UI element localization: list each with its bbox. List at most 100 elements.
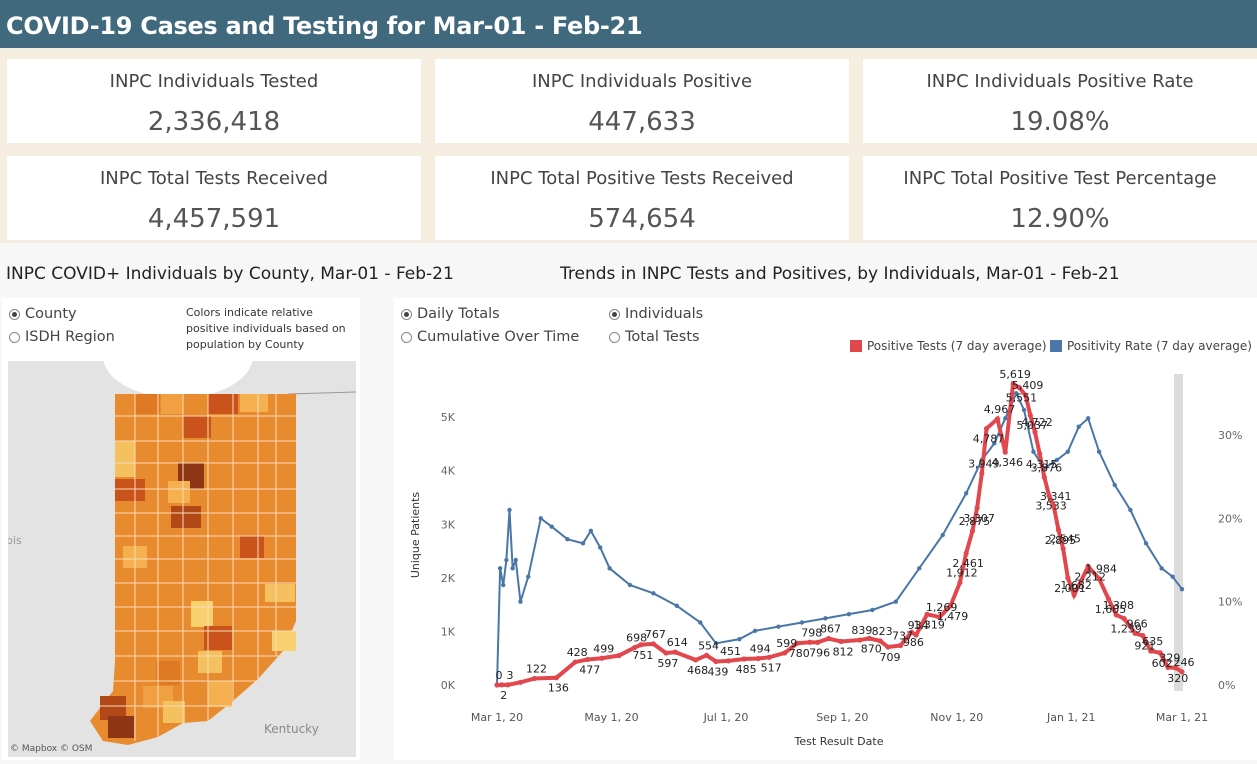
radio-unselected-icon (9, 331, 20, 343)
radio-selected-icon (609, 308, 620, 320)
kpi-label: INPC Total Positive Test Percentage (903, 168, 1217, 189)
legend-positive-tests[interactable]: Positive Tests (7 day average) (850, 339, 1047, 353)
trend-line-chart[interactable]: 0K 1K 2K 3K 4K 5K 0% 10% 20% 30% Mar 1, 20 May 1, 2… (400, 360, 1257, 760)
positive-tests-point (908, 629, 915, 635)
county[interactable] (108, 716, 134, 738)
county[interactable] (163, 701, 185, 723)
x-tick-label: Jan 1, 21 (1046, 711, 1095, 724)
data-label: 3,341 (1040, 490, 1072, 503)
positivity-rate-point (1031, 449, 1036, 454)
county[interactable] (171, 506, 201, 528)
data-label: 2,212 (1074, 571, 1106, 584)
radio-label: Cumulative Over Time (417, 329, 580, 345)
county[interactable] (161, 394, 183, 414)
positive-tests-point (897, 642, 904, 649)
kpi-individuals-tested: INPC Individuals Tested 2,336,418 (7, 59, 421, 143)
positivity-rate-point (1179, 586, 1185, 592)
data-label: 1,912 (946, 567, 978, 580)
radio-label: County (25, 306, 77, 322)
county[interactable] (183, 416, 211, 438)
positive-tests-point (794, 640, 800, 646)
county[interactable] (198, 651, 222, 673)
positivity-rate-point (893, 599, 899, 604)
positivity-rate-point (1054, 457, 1060, 463)
county[interactable] (191, 601, 213, 627)
data-label: 4,315 (1026, 458, 1058, 471)
positive-tests-point (703, 652, 710, 658)
positive-tests-point (983, 425, 990, 432)
radio-county[interactable]: County (9, 306, 77, 322)
county[interactable] (115, 479, 145, 501)
data-label: 499 (593, 642, 614, 655)
data-label: 823 (872, 625, 893, 638)
county[interactable] (265, 584, 295, 602)
positive-tests-point (1121, 616, 1127, 622)
positive-tests-point (936, 614, 943, 620)
data-label: 986 (903, 636, 924, 649)
data-label: 5,037 (1017, 419, 1049, 432)
radio-individuals[interactable]: Individuals (609, 306, 703, 322)
positivity-rate-point (737, 636, 742, 642)
positive-tests-point (866, 635, 872, 641)
x-tick-label: May 1, 20 (584, 711, 638, 724)
positivity-rate-point (518, 599, 523, 604)
positive-tests-point (672, 649, 678, 655)
kpi-total-positive-tests: INPC Total Positive Tests Received 574,6… (435, 156, 849, 240)
positivity-rate-point (674, 603, 680, 609)
positive-tests-point (825, 635, 832, 642)
legend-swatch (850, 340, 862, 352)
positivity-rate-point (549, 524, 554, 529)
county[interactable] (115, 441, 135, 477)
data-label: 751 (632, 649, 653, 662)
data-label: 3,307 (963, 512, 995, 525)
county[interactable] (135, 394, 160, 414)
y-right-tick-label: 30% (1218, 429, 1242, 442)
kpi-value: 19.08% (1010, 107, 1110, 137)
positive-tests-point (599, 655, 605, 661)
county[interactable] (168, 481, 190, 503)
county[interactable] (240, 394, 268, 412)
positivity-rate-point (1014, 391, 1019, 396)
radio-daily-totals[interactable]: Daily Totals (401, 306, 500, 322)
legend-label: Positive Tests (7 day average) (867, 339, 1047, 353)
kpi-value: 2,336,418 (147, 107, 281, 137)
county[interactable] (208, 394, 238, 414)
legend-label: Positivity Rate (7 day average) (1067, 339, 1252, 353)
kpi-value: 447,633 (588, 107, 696, 137)
positive-tests-point (838, 638, 844, 645)
data-label: 709 (879, 651, 900, 664)
radio-cumulative[interactable]: Cumulative Over Time (401, 329, 579, 345)
radio-selected-icon (401, 308, 412, 320)
map-attribution: © Mapbox © OSM (10, 744, 92, 754)
county[interactable] (208, 681, 232, 707)
radio-isdh-region[interactable]: ISDH Region (9, 329, 115, 345)
positivity-rate-point (565, 536, 570, 542)
positive-tests-point (693, 657, 699, 663)
radio-selected-icon (9, 308, 20, 320)
positivity-rate-point (588, 528, 594, 534)
legend-positivity-rate[interactable]: Positivity Rate (7 day average) (1050, 339, 1252, 353)
y-tick-label: 1K (441, 625, 456, 638)
radio-total-tests[interactable]: Total Tests (609, 329, 700, 345)
x-tick-label: Nov 1, 20 (930, 711, 983, 724)
dashboard-header: COVID-19 Cases and Testing for Mar-01 - … (0, 0, 1257, 48)
data-label: 4,967 (984, 403, 1016, 416)
county[interactable] (240, 536, 264, 558)
positivity-rate-point (1159, 566, 1164, 571)
positive-tests-point (1065, 575, 1071, 581)
positive-tests-point (1085, 563, 1091, 570)
positivity-rate-point (1003, 416, 1008, 421)
kpi-value: 4,457,591 (147, 204, 281, 234)
positive-tests-point (877, 638, 883, 644)
positive-tests-point (974, 505, 980, 511)
data-label: 1,605 (1095, 603, 1127, 616)
data-label: 934 (908, 619, 929, 632)
indiana-county-map[interactable]: Kentucky bis © Mapbox © OSM (8, 361, 356, 757)
data-label: 599 (776, 637, 797, 650)
county[interactable] (272, 631, 296, 651)
county[interactable] (204, 626, 232, 650)
y-tick-label: 4K (441, 465, 456, 478)
map-section-title: INPC COVID+ Individuals by County, Mar-0… (6, 264, 454, 284)
positive-tests-point (924, 611, 930, 617)
positivity-rate-point (713, 641, 719, 646)
